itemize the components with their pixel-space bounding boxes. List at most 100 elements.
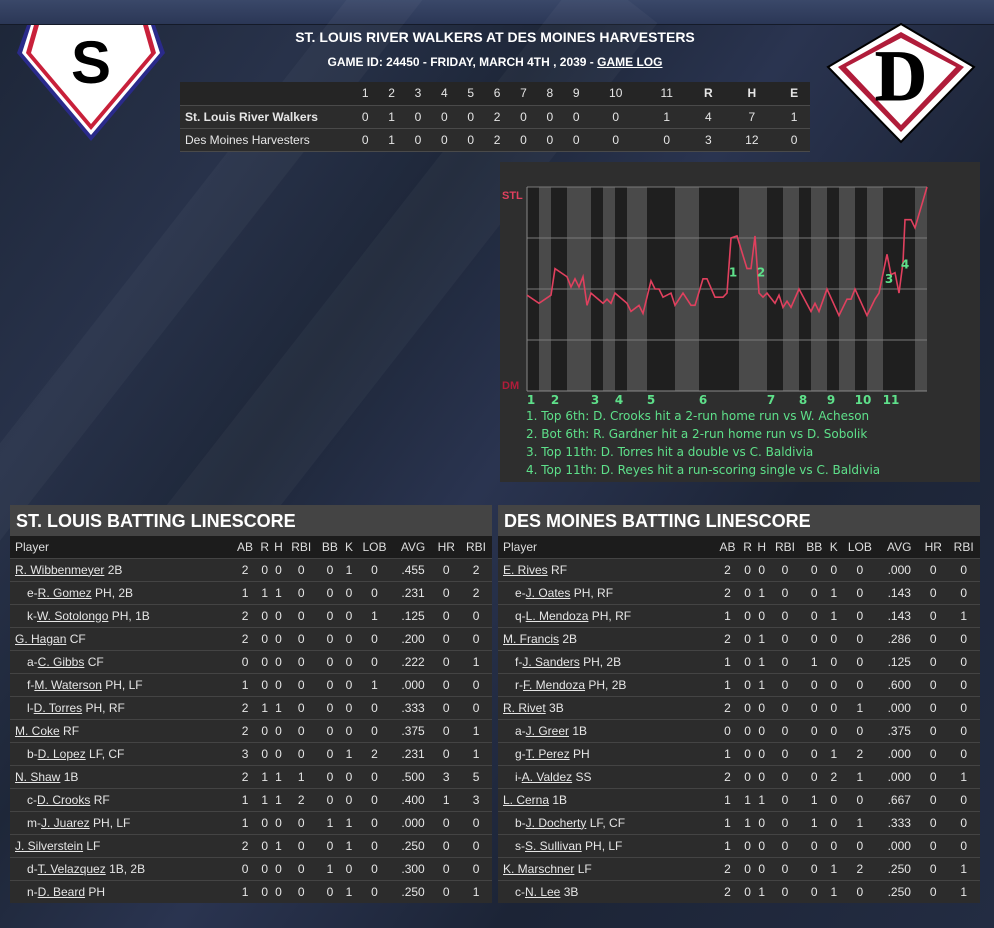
sub-prefix: a- bbox=[515, 723, 526, 738]
column-header: AB bbox=[232, 536, 258, 558]
column-header: R bbox=[691, 82, 726, 106]
column-header: AB bbox=[714, 536, 741, 558]
player-link[interactable]: F. Mendoza bbox=[523, 677, 586, 692]
annotation-item: 3. Top 11th: D. Torres hit a double vs C… bbox=[526, 445, 814, 459]
stat-cell: 0 bbox=[827, 833, 841, 857]
player-link[interactable]: D. Crooks bbox=[37, 792, 91, 807]
player-link[interactable]: C. Gibbs bbox=[37, 654, 85, 669]
column-header: 7 bbox=[510, 82, 537, 106]
inning-score: 0 bbox=[563, 128, 590, 152]
stat-cell: 0 bbox=[317, 833, 343, 857]
stat-cell: 0 bbox=[740, 649, 755, 673]
stat-cell: 0 bbox=[460, 695, 492, 719]
stat-cell: 0 bbox=[257, 626, 272, 650]
stat-cell: 0 bbox=[317, 787, 343, 811]
stat-cell: 0 bbox=[355, 649, 394, 673]
player-row: a-J. Greer 1B 0 0 0 0 0 0 0.375 0 0 bbox=[498, 718, 980, 742]
stat-cell: 0 bbox=[740, 718, 755, 742]
stat-cell: 0 bbox=[271, 810, 286, 834]
stat-cell: 0 bbox=[947, 580, 980, 604]
player-link[interactable]: A. Valdez bbox=[521, 769, 573, 784]
player-link[interactable]: L. Cerna bbox=[503, 792, 550, 807]
stat-cell: 1 bbox=[827, 580, 841, 604]
inning-score: 0 bbox=[352, 128, 379, 152]
stat-cell: 0 bbox=[714, 718, 741, 742]
inning-score: 7 bbox=[725, 105, 779, 129]
player-link[interactable]: D. Lopez bbox=[37, 746, 86, 761]
stat-cell: 1 bbox=[317, 810, 343, 834]
player-link[interactable]: J. Juarez bbox=[41, 815, 90, 830]
stat-cell: 1 bbox=[801, 810, 828, 834]
stat-cell: 0 bbox=[768, 718, 802, 742]
stat-cell: 1 bbox=[432, 787, 461, 811]
game-log-link[interactable]: GAME LOG bbox=[597, 55, 663, 69]
player-position: PH, 2B bbox=[588, 677, 627, 692]
player-link[interactable]: M. Francis bbox=[503, 631, 560, 646]
player-link[interactable]: J. Silverstein bbox=[15, 838, 84, 853]
stat-cell: 0 bbox=[919, 580, 948, 604]
column-header: HR bbox=[919, 536, 948, 558]
stat-cell: 2 bbox=[355, 741, 394, 765]
column-header: 4 bbox=[431, 82, 458, 106]
player-link[interactable]: S. Sullivan bbox=[525, 838, 582, 853]
stat-cell: 0 bbox=[432, 718, 461, 742]
player-link[interactable]: R. Wibbenmeyer bbox=[15, 562, 105, 577]
player-link[interactable]: D. Beard bbox=[37, 884, 86, 899]
stat-cell: 1 bbox=[754, 879, 769, 903]
player-row: f-M. Waterson PH, LF 1 0 0 0 0 0 1.000 0 0 bbox=[10, 672, 492, 696]
player-position: PH, 2B bbox=[95, 585, 134, 600]
stat-cell: 0 bbox=[342, 649, 356, 673]
player-link[interactable]: N. Shaw bbox=[15, 769, 61, 784]
inning-score: 2 bbox=[483, 128, 511, 152]
stat-cell: 0 bbox=[919, 741, 948, 765]
player-position: 1B bbox=[552, 792, 568, 807]
player-cell: s-S. Sullivan PH, LF bbox=[498, 833, 715, 857]
stat-cell: .375 bbox=[393, 718, 433, 742]
column-header: 11 bbox=[642, 82, 692, 106]
player-link[interactable]: N. Lee bbox=[525, 884, 561, 899]
player-link[interactable]: T. Perez bbox=[525, 746, 570, 761]
column-header: E bbox=[778, 82, 810, 106]
player-link[interactable]: R. Rivet bbox=[503, 700, 546, 715]
stat-cell: 0 bbox=[768, 695, 802, 719]
player-link[interactable]: M. Coke bbox=[15, 723, 60, 738]
stat-cell: 2 bbox=[714, 580, 741, 604]
player-link[interactable]: M. Waterson bbox=[34, 677, 102, 692]
home-team-logo: D bbox=[826, 22, 976, 144]
stat-cell: 0 bbox=[768, 764, 802, 788]
stat-cell: .000 bbox=[879, 764, 920, 788]
stat-cell: 0 bbox=[840, 879, 880, 903]
player-link[interactable]: L. Mendoza bbox=[525, 608, 589, 623]
player-cell: G. Hagan CF bbox=[10, 626, 233, 650]
stat-cell: 0 bbox=[919, 649, 948, 673]
stat-cell: 0 bbox=[342, 626, 356, 650]
stat-cell: 0 bbox=[257, 718, 272, 742]
player-link[interactable]: G. Hagan bbox=[15, 631, 67, 646]
inning-score: 0 bbox=[510, 105, 537, 129]
away-batting-title: ST. LOUIS BATTING LINESCORE bbox=[10, 505, 492, 536]
player-link[interactable]: J. Sanders bbox=[522, 654, 580, 669]
player-link[interactable]: W. Sotolongo bbox=[37, 608, 109, 623]
player-link[interactable]: R. Gomez bbox=[37, 585, 92, 600]
player-link[interactable]: J. Oates bbox=[525, 585, 571, 600]
player-link[interactable]: E. Rives bbox=[503, 562, 548, 577]
stat-cell: 1 bbox=[342, 741, 356, 765]
player-row: c-D. Crooks RF 1 1 1 2 0 0 0.400 1 3 bbox=[10, 787, 492, 811]
player-link[interactable]: J. Docherty bbox=[525, 815, 587, 830]
stat-cell: 0 bbox=[840, 833, 880, 857]
inning-score: 0 bbox=[457, 105, 484, 129]
player-link[interactable]: K. Marschner bbox=[503, 861, 575, 876]
stat-cell: 0 bbox=[432, 603, 461, 627]
player-cell: K. Marschner LF bbox=[498, 856, 715, 880]
stat-cell: 0 bbox=[768, 672, 802, 696]
player-row: a-C. Gibbs CF 0 0 0 0 0 0 0.222 0 1 bbox=[10, 649, 492, 673]
player-link[interactable]: D. Torres bbox=[33, 700, 83, 715]
stat-cell: 0 bbox=[355, 626, 394, 650]
stat-cell: 2 bbox=[460, 580, 492, 604]
player-link[interactable]: J. Greer bbox=[525, 723, 570, 738]
event-marker: 1 bbox=[729, 266, 737, 280]
win-probability-chart: STL DM 1 2 3 4 5 6 7 8 9 10 11 1 2 3 4 bbox=[500, 162, 980, 482]
player-link[interactable]: T. Velazquez bbox=[37, 861, 106, 876]
stat-cell: 0 bbox=[432, 649, 461, 673]
stat-cell: 0 bbox=[317, 695, 343, 719]
